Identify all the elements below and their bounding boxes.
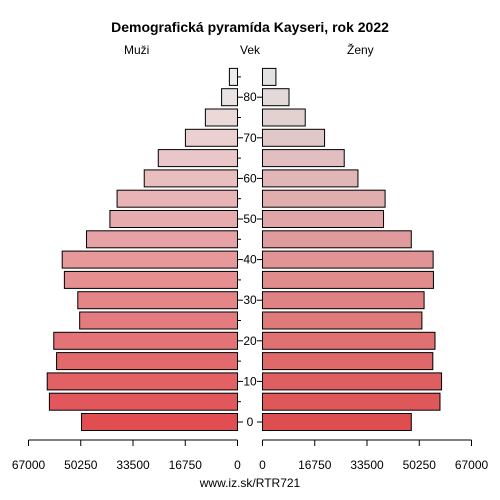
age-tick-label: 30 [243, 293, 257, 307]
female-bar-80-84 [262, 88, 290, 107]
female-bar-40-44 [262, 250, 434, 269]
male-bar-35-39 [63, 270, 238, 289]
female-bar-65-69 [262, 149, 345, 168]
female-bar-75-79 [262, 108, 306, 127]
female-bar-25-29 [262, 311, 423, 330]
males-label: Muži [124, 43, 150, 57]
female-x-tick-label: 0 [259, 458, 266, 472]
female-bar-50-54 [262, 210, 385, 228]
female-bar-55-59 [262, 189, 386, 208]
male-x-tick-label: 0 [234, 458, 241, 472]
male-x-tick-label: 16750 [169, 458, 203, 472]
age-tick-label: 20 [243, 334, 257, 348]
male-bar-75-79 [204, 108, 238, 127]
female-bar-5-9 [262, 392, 441, 411]
male-x-tick-label: 33500 [116, 458, 150, 472]
male-bar-15-19 [56, 352, 238, 371]
age-tick-label: 70 [243, 131, 257, 145]
age-tick-label: 50 [243, 212, 257, 226]
female-bar-0-4 [262, 413, 412, 431]
male-bar-30-34 [77, 291, 239, 310]
male-bar-65-69 [157, 149, 238, 168]
male-bar-80-84 [221, 88, 239, 107]
female-bar-10-14 [262, 372, 443, 391]
chart-title: Demografická pyramída Kayseri, rok 2022 [111, 19, 389, 35]
male-bar-0-4 [81, 413, 239, 431]
male-bar-60-64 [143, 169, 238, 188]
females-label: Ženy [347, 43, 374, 57]
male-bar-10-14 [46, 372, 239, 391]
female-bar-60-64 [262, 169, 359, 188]
female-x-tick-label: 16750 [298, 458, 332, 472]
male-bar-25-29 [79, 311, 239, 330]
female-bar-45-49 [262, 230, 412, 249]
male-bar-5-9 [48, 392, 239, 411]
age-tick-label: 60 [243, 171, 257, 185]
male-bar-40-44 [61, 250, 239, 269]
female-bar-30-34 [262, 291, 425, 310]
male-bar-50-54 [109, 210, 238, 228]
male-bar-85+ [228, 67, 239, 86]
female-bar-35-39 [262, 270, 434, 289]
female-bar-85+ [262, 67, 277, 86]
age-tick-label: 80 [243, 90, 257, 104]
female-x-tick-label: 67000 [455, 458, 489, 472]
male-bar-70-74 [184, 128, 239, 147]
age-axis-label: Vek [239, 43, 260, 57]
source-footer[interactable]: www.iz.sk/RTR721 [199, 476, 301, 490]
male-bar-55-59 [116, 189, 238, 208]
female-x-tick-label: 50250 [403, 458, 437, 472]
age-tick-label: 0 [247, 415, 254, 429]
female-bar-15-19 [262, 352, 434, 371]
male-bar-45-49 [86, 230, 239, 249]
age-tick-label: 10 [243, 374, 257, 388]
male-x-tick-label: 67000 [12, 458, 46, 472]
female-bar-70-74 [262, 128, 326, 147]
age-tick-label: 40 [243, 253, 257, 267]
male-x-tick-label: 50250 [64, 458, 98, 472]
male-bar-20-24 [53, 331, 238, 350]
female-x-tick-label: 33500 [350, 458, 384, 472]
female-bar-20-24 [262, 331, 436, 350]
